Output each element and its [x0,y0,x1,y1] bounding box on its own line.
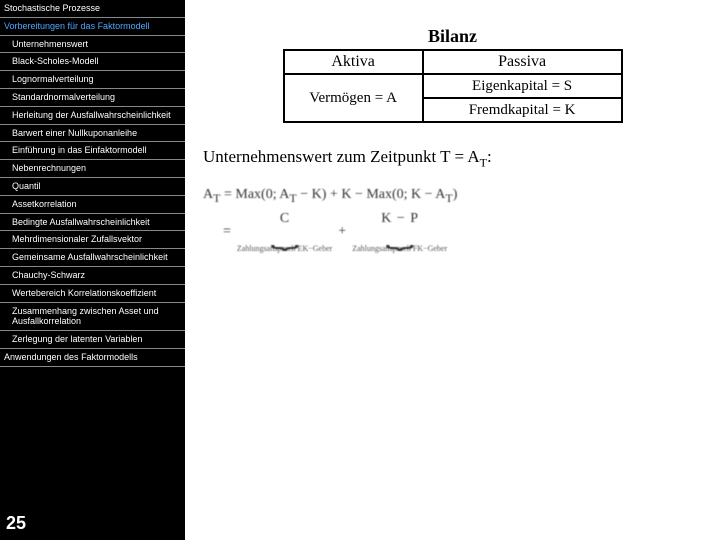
formula-line1: AT = Max(0; AT − K) + K − Max(0; K − AT) [203,184,720,208]
formula-block: AT = Max(0; AT − K) + K − Max(0; K − AT)… [203,184,720,252]
nav-item-12[interactable]: Bedingte Ausfallwahrscheinlichkeit [0,214,185,232]
brace-icon: ⏟ [271,226,299,244]
f-b: = Max(0; A [220,187,289,202]
nav-item-9[interactable]: Nebenrechnungen [0,160,185,178]
desc-prefix: Unternehmenswert zum Zeitpunkt T = A [203,147,480,166]
cell-eigenkapital: Eigenkapital = S [423,74,622,98]
balance-title: Bilanz [185,26,720,47]
sidebar: Stochastische ProzesseVorbereitungen für… [0,0,185,540]
content-area: Bilanz Aktiva Passiva Vermögen = A Eigen… [185,0,720,540]
balance-sheet-table: Aktiva Passiva Vermögen = A Eigenkapital… [283,49,623,123]
nav-item-17[interactable]: Zusammenhang zwischen Asset und Ausfallk… [0,303,185,332]
nav-item-19[interactable]: Anwendungen des Faktormodells [0,349,185,367]
header-aktiva: Aktiva [284,50,423,74]
nav-item-11[interactable]: Assetkorrelation [0,196,185,214]
nav-item-15[interactable]: Chauchy-Schwarz [0,267,185,285]
nav-item-3[interactable]: Black-Scholes-Modell [0,53,185,71]
nav-item-0[interactable]: Stochastische Prozesse [0,0,185,18]
f-plus: + [338,221,346,243]
nav-item-6[interactable]: Herleitung der Ausfallwahrscheinlichkeit [0,107,185,125]
nav-item-8[interactable]: Einführung in das Einfaktormodell [0,142,185,160]
f-a: A [203,187,213,202]
f-sub2: T [289,191,296,205]
nav-item-14[interactable]: Gemeinsame Ausfallwahrscheinlichkeit [0,249,185,267]
cell-vermoegen: Vermögen = A [284,74,423,122]
term-fk-stack: K − P ⏟ Zahlungsanspruch FK−Geber [352,212,447,252]
nav-item-4[interactable]: Lognormalverteilung [0,71,185,89]
cell-fremdkapital: Fremdkapital = K [423,98,622,122]
header-passiva: Passiva [423,50,622,74]
brace-icon-2: ⏟ [386,226,414,244]
nav-item-18[interactable]: Zerlegung der latenten Variablen [0,331,185,349]
desc-sub: T [480,155,487,169]
nav-item-2[interactable]: Unternehmenswert [0,36,185,54]
nav-item-13[interactable]: Mehrdimensionaler Zufallsvektor [0,231,185,249]
term-call-stack: C ⏟ Zahlungsanspruch EK−Geber [237,212,332,252]
formula-line2: = C ⏟ Zahlungsanspruch EK−Geber + K − P … [203,212,720,252]
f-d: ) [453,187,458,202]
nav-item-10[interactable]: Quantil [0,178,185,196]
nav-item-5[interactable]: Standardnormalverteilung [0,89,185,107]
nav-item-7[interactable]: Barwert einer Nullkuponanleihe [0,125,185,143]
nav-list: Stochastische ProzesseVorbereitungen für… [0,0,185,367]
nav-item-1[interactable]: Vorbereitungen für das Faktormodell [0,18,185,36]
description-text: Unternehmenswert zum Zeitpunkt T = AT: [203,147,720,170]
desc-suffix: : [487,147,492,166]
page-number: 25 [6,513,26,534]
f-sub3: T [445,191,452,205]
f-eq: = [223,221,231,243]
f-c: − K) + K − Max(0; K − A [297,187,446,202]
nav-item-16[interactable]: Wertebereich Korrelationskoeffizient [0,285,185,303]
